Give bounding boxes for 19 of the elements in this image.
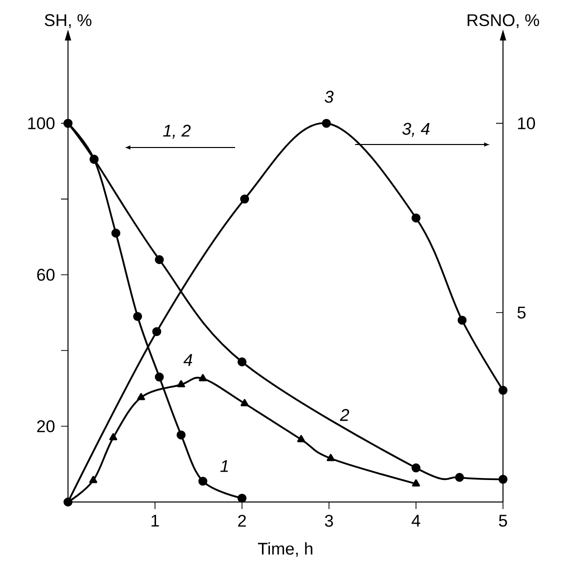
x-tick-label: 3: [324, 514, 333, 527]
y-tick-label: 60: [37, 268, 55, 281]
y2-tick-label: 10: [518, 117, 535, 130]
series-label: 2: [340, 408, 350, 421]
x-tick-label: 2: [238, 514, 246, 527]
annotation: 3, 4: [402, 122, 430, 137]
y-tick-label: 100: [28, 117, 55, 130]
series-label: 1: [220, 460, 228, 472]
y-axis-title: SH, %: [44, 14, 92, 28]
y2-tick-label: 5: [517, 306, 526, 319]
y2-axis-title: RSNO, %: [468, 14, 540, 28]
x-axis-title: Time, h: [258, 542, 312, 557]
x-tick-label: 1: [152, 514, 159, 526]
series-label: 4: [183, 354, 192, 366]
y-tick-label: 20: [37, 420, 55, 432]
annotation: 1, 2: [163, 124, 191, 139]
x-tick-label: 4: [412, 514, 420, 526]
x-tick-label: 5: [498, 514, 507, 527]
series-label: 3: [324, 90, 334, 103]
